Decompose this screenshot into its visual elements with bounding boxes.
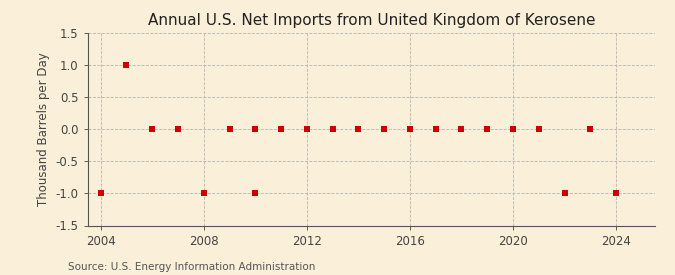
Point (95, 191, 106, 196)
Point (250, 191, 261, 196)
Point (559, 191, 570, 196)
Title: Annual U.S. Net Imports from United Kingdom of Kerosene: Annual U.S. Net Imports from United King… (148, 13, 595, 28)
Point (379, 127, 389, 131)
Point (146, 127, 157, 131)
Point (275, 127, 286, 131)
Y-axis label: Thousand Barrels per Day: Thousand Barrels per Day (37, 52, 50, 206)
Point (198, 191, 209, 196)
Point (430, 127, 441, 131)
Point (353, 127, 364, 131)
Point (173, 127, 184, 131)
Point (508, 127, 518, 131)
Point (482, 127, 493, 131)
Point (250, 127, 261, 131)
Point (224, 127, 235, 131)
Point (404, 127, 415, 131)
Point (121, 63, 132, 67)
Point (611, 191, 622, 196)
Point (302, 127, 313, 131)
Point (533, 127, 544, 131)
Text: Source: U.S. Energy Information Administration: Source: U.S. Energy Information Administ… (68, 262, 315, 272)
Point (327, 127, 338, 131)
Point (456, 127, 467, 131)
Point (585, 127, 596, 131)
